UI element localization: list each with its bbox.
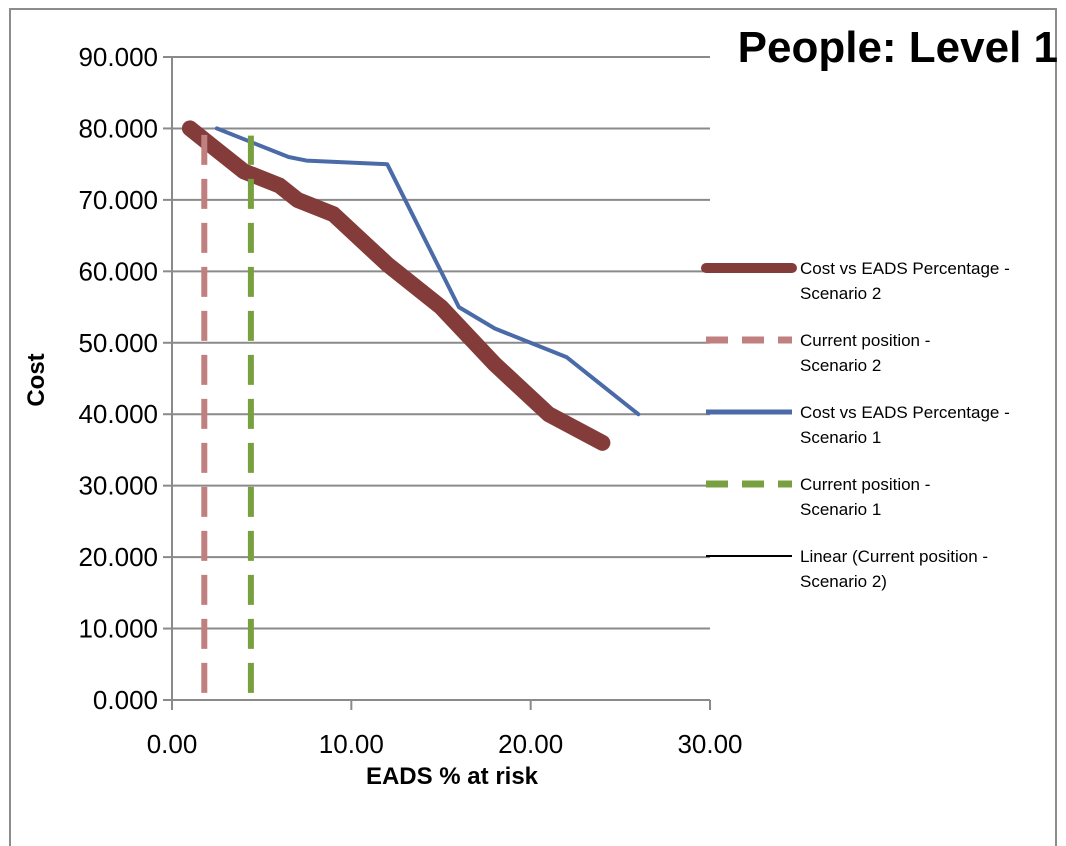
- y-tick-label: 0.000: [93, 685, 158, 715]
- tick-labels: 0.000 10.000 20.000 30.000 40.000 50.000 60.00…: [78, 42, 742, 759]
- x-axis-title: EADS % at risk: [366, 763, 539, 790]
- chart-frame: [9, 8, 1057, 846]
- chart-title: People: Level 1: [738, 23, 1058, 72]
- y-tick-label: 20.000: [78, 542, 158, 572]
- legend-label-4: Current position -Scenario 1: [800, 475, 930, 519]
- series-line-1: [181, 120, 611, 451]
- legend: Cost vs EADS Percentage -Scenario 2 Curre…: [701, 259, 1010, 591]
- legend-label-3: Cost vs EADS Percentage -Scenario 1: [800, 403, 1010, 447]
- y-tick-label: 40.000: [78, 399, 158, 429]
- y-tick-label: 60.000: [78, 256, 158, 286]
- y-tick-label: 70.000: [78, 185, 158, 215]
- y-tick-label: 30.000: [78, 471, 158, 501]
- legend-label-1: Cost vs EADS Percentage -Scenario 2: [800, 259, 1010, 303]
- y-tick-label: 90.000: [78, 42, 158, 72]
- y-tick-label: 80.000: [78, 113, 158, 143]
- x-tick-label: 30.00: [677, 729, 742, 759]
- grid-lines: [172, 56, 710, 630]
- legend-label-5: Linear (Current position -Scenario 2): [800, 547, 988, 591]
- legend-label-2: Current position -Scenario 2: [800, 331, 930, 375]
- series-line-3: [214, 126, 641, 417]
- y-axis-title: Cost: [23, 353, 50, 406]
- series-lines: [181, 120, 641, 693]
- y-tick-label: 50.000: [78, 328, 158, 358]
- x-tick-label: 10.00: [319, 729, 384, 759]
- axes: [163, 56, 711, 710]
- x-tick-label: 20.00: [498, 729, 563, 759]
- y-tick-label: 10.000: [78, 614, 158, 644]
- x-tick-label: 0.00: [147, 729, 198, 759]
